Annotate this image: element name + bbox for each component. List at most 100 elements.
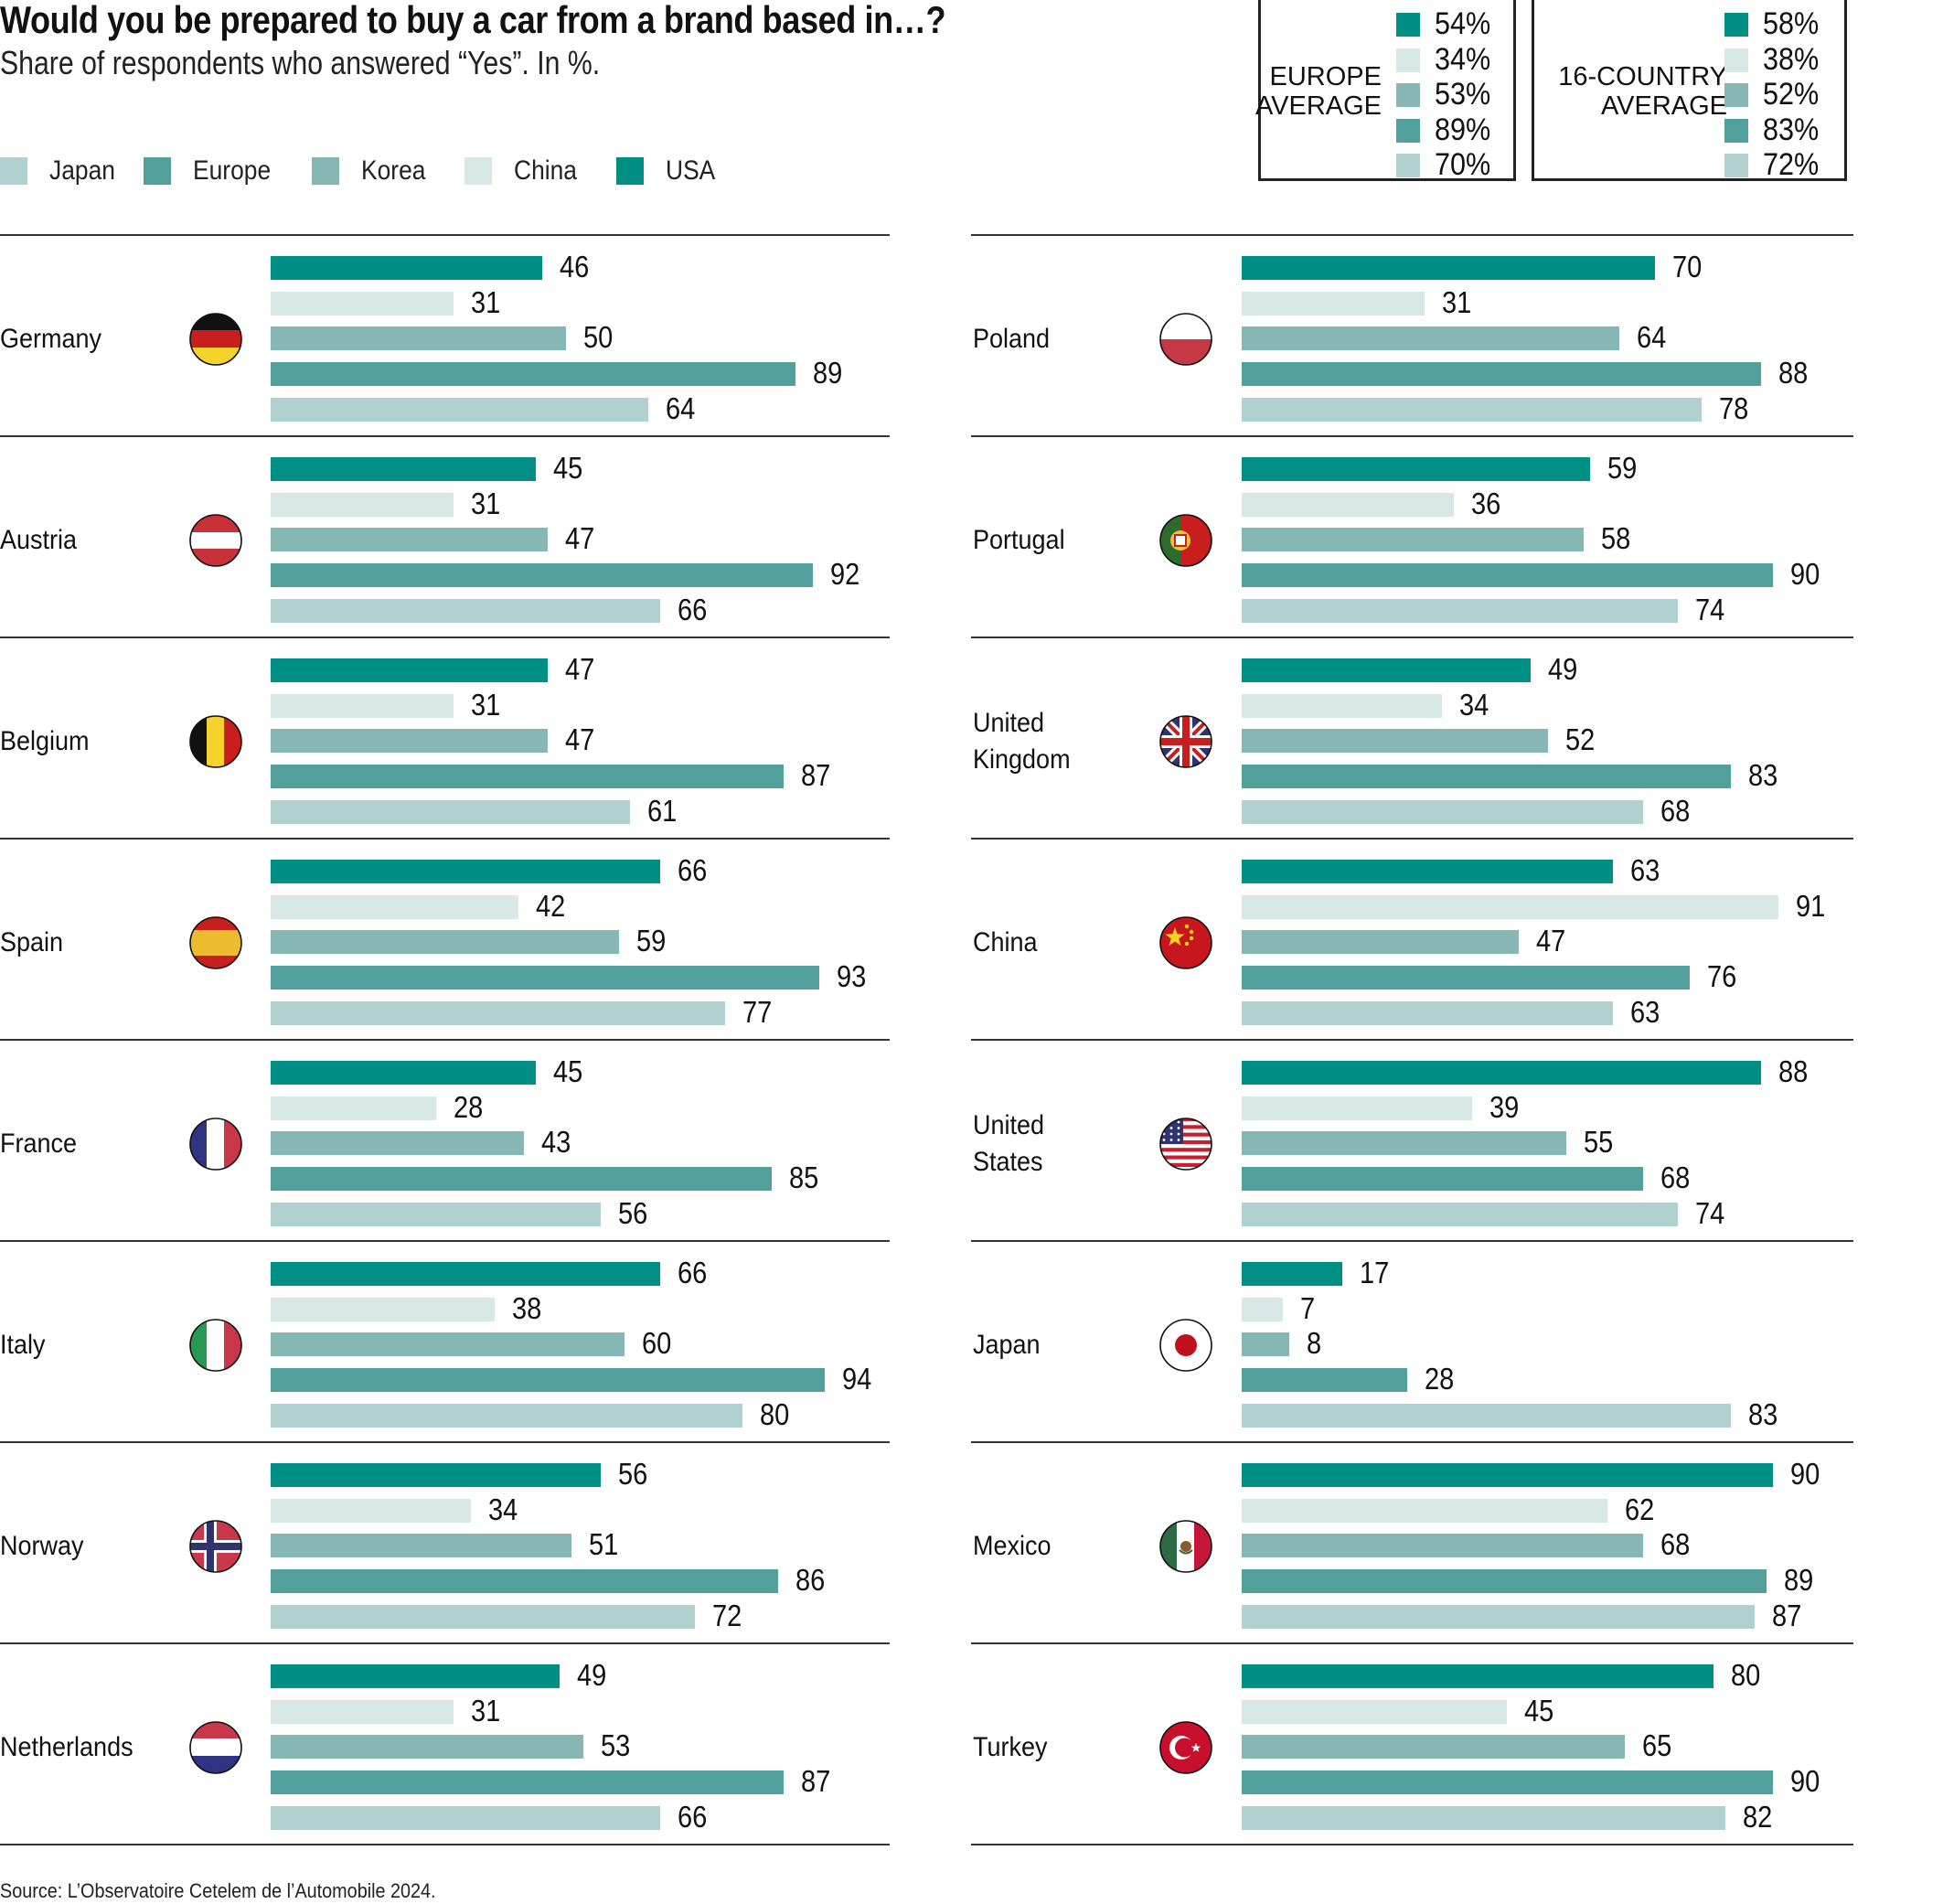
value-label-korea: 51 [588, 1527, 619, 1562]
germany-flag-icon [189, 313, 242, 366]
united-kingdom-flag-icon [1159, 715, 1212, 768]
average-swatch-europe [1396, 118, 1420, 143]
separator-line [0, 1844, 890, 1845]
bar-europe [1242, 1770, 1773, 1795]
bar-china [1242, 291, 1425, 316]
average-swatch-japan [1724, 154, 1748, 177]
bar-japan [1242, 799, 1643, 824]
value-label-korea: 58 [1601, 521, 1631, 556]
country-label: Netherlands [0, 1729, 133, 1766]
bar-europe [1242, 966, 1691, 990]
bar-korea [271, 1332, 625, 1357]
separator-line [971, 1441, 1853, 1443]
spain-flag-icon [189, 916, 242, 969]
bar-usa [1242, 1664, 1713, 1688]
country-label-line: Austria [0, 525, 78, 555]
country-label-line: United [973, 1110, 1045, 1140]
legend-label-usa: USA [666, 155, 716, 186]
country-label: Belgium [0, 723, 90, 760]
value-label-korea: 43 [541, 1125, 571, 1160]
value-label-usa: 49 [577, 1658, 607, 1692]
country-label: Turkey [973, 1729, 1048, 1766]
country-label: United Kingdom [973, 705, 1071, 778]
average-value-europe: 89% [1435, 112, 1491, 147]
value-label-europe: 76 [1707, 959, 1737, 994]
value-label-china: 31 [470, 1693, 501, 1728]
legend-swatch-europe [144, 157, 171, 185]
bar-usa [271, 860, 660, 883]
value-label-japan: 61 [647, 793, 678, 828]
value-label-korea: 47 [1536, 924, 1566, 958]
average-value-korea: 52% [1763, 77, 1820, 112]
value-label-usa: 49 [1548, 652, 1578, 686]
separator-line [0, 1039, 890, 1041]
bar-korea [271, 326, 566, 351]
legend-swatch-korea [312, 157, 339, 185]
bar-korea [1242, 528, 1585, 552]
bar-china [1242, 1699, 1508, 1724]
value-label-usa: 63 [1630, 853, 1660, 887]
country-label-line: Turkey [973, 1732, 1048, 1762]
bar-europe [271, 966, 819, 990]
value-label-japan: 83 [1748, 1396, 1778, 1431]
chart-title: Would you be prepared to buy a car from … [0, 0, 946, 41]
bar-usa [1242, 256, 1655, 280]
italy-flag-icon [189, 1319, 242, 1372]
china-flag-icon [1159, 916, 1212, 969]
value-label-japan: 66 [677, 1799, 707, 1834]
country-label-line: Italy [0, 1330, 46, 1360]
separator-line [971, 636, 1853, 638]
value-label-japan: 74 [1695, 592, 1725, 626]
value-label-europe: 89 [1784, 1563, 1814, 1598]
sixteen-country-average-title: 16-COUNTRY AVERAGE [1558, 62, 1727, 121]
separator-line [0, 1441, 890, 1443]
value-label-korea: 50 [582, 320, 613, 355]
value-label-usa: 56 [618, 1457, 648, 1491]
separator-line [971, 234, 1853, 236]
value-label-usa: 17 [1359, 1256, 1389, 1289]
belgium-flag-icon [189, 715, 242, 768]
value-label-japan: 82 [1742, 1799, 1773, 1834]
bar-china [271, 1498, 472, 1523]
value-label-europe: 93 [836, 959, 867, 994]
bar-china [271, 492, 454, 517]
country-label-line: Kingdom [973, 744, 1071, 775]
bar-europe [271, 362, 796, 387]
chart-subtitle: Share of respondents who answered “Yes”.… [0, 44, 601, 81]
value-label-china: 38 [512, 1290, 542, 1325]
average-swatch-europe [1724, 118, 1748, 143]
average-value-europe: 83% [1763, 112, 1820, 147]
separator-line [0, 1240, 890, 1242]
value-label-usa: 45 [553, 1054, 583, 1088]
average-value-usa: 58% [1763, 6, 1820, 41]
sixteen-country-average-title-line-2: AVERAGE [1600, 91, 1727, 121]
legend-swatch-china [464, 157, 492, 185]
country-label: Spain [0, 925, 63, 961]
country-label-line: Belgium [0, 726, 90, 756]
country-label: United States [973, 1107, 1044, 1181]
bar-china [271, 1096, 436, 1120]
value-label-europe: 83 [1748, 758, 1778, 793]
bar-usa [271, 1061, 537, 1085]
bar-korea [1242, 729, 1549, 754]
country-label-line: Japan [973, 1330, 1041, 1360]
bar-japan [271, 799, 631, 824]
value-label-japan: 63 [1630, 994, 1660, 1029]
country-label-line: United [973, 708, 1045, 738]
average-swatch-japan [1396, 154, 1420, 177]
value-label-europe: 89 [813, 356, 843, 390]
value-label-usa: 88 [1778, 1054, 1808, 1088]
average-value-china: 34% [1435, 41, 1491, 77]
value-label-china: 45 [1524, 1693, 1554, 1728]
bar-europe [1242, 1368, 1407, 1393]
sixteen-country-average-title-line-1: 16-COUNTRY [1558, 62, 1727, 91]
separator-line [0, 636, 890, 638]
europe-average-title-line-2: AVERAGE [1254, 91, 1382, 121]
value-label-usa: 59 [1607, 451, 1637, 485]
country-label-line: Mexico [973, 1531, 1052, 1561]
bar-japan [271, 598, 660, 623]
bar-europe [271, 1569, 778, 1594]
bar-europe [271, 765, 785, 789]
value-label-usa: 90 [1789, 1457, 1820, 1491]
bar-korea [271, 528, 549, 552]
